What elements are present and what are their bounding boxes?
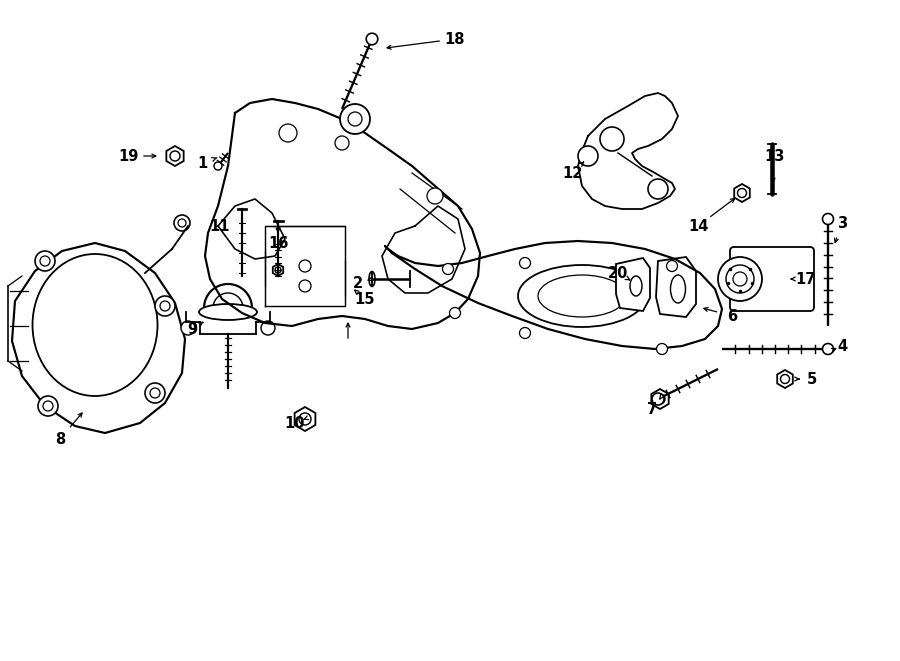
Ellipse shape	[32, 254, 157, 396]
Circle shape	[449, 307, 461, 319]
Circle shape	[181, 321, 195, 335]
Circle shape	[214, 162, 222, 170]
Text: 10: 10	[284, 416, 305, 430]
Polygon shape	[734, 184, 750, 202]
Ellipse shape	[670, 275, 686, 303]
Text: 18: 18	[445, 32, 465, 46]
Circle shape	[427, 188, 443, 204]
Text: 5: 5	[807, 371, 817, 387]
Polygon shape	[656, 257, 696, 317]
FancyBboxPatch shape	[730, 247, 814, 311]
Circle shape	[174, 215, 190, 231]
Circle shape	[519, 327, 530, 338]
Circle shape	[299, 280, 311, 292]
Text: 11: 11	[210, 219, 230, 233]
Circle shape	[718, 257, 762, 301]
Text: 7: 7	[647, 401, 657, 416]
Circle shape	[648, 179, 668, 199]
Text: 16: 16	[268, 235, 288, 251]
Circle shape	[656, 344, 668, 354]
Circle shape	[519, 258, 530, 268]
Ellipse shape	[199, 304, 257, 320]
Polygon shape	[273, 264, 284, 276]
Text: 9: 9	[187, 321, 197, 336]
Circle shape	[335, 136, 349, 150]
Circle shape	[155, 296, 175, 316]
Text: 14: 14	[688, 219, 708, 233]
Circle shape	[279, 124, 297, 142]
Text: 3: 3	[837, 215, 847, 231]
Polygon shape	[12, 243, 185, 433]
Circle shape	[443, 264, 454, 274]
Ellipse shape	[630, 276, 642, 296]
Circle shape	[38, 396, 58, 416]
Circle shape	[145, 383, 165, 403]
Circle shape	[600, 127, 624, 151]
Text: 20: 20	[608, 266, 628, 280]
Polygon shape	[616, 258, 650, 311]
Text: 1: 1	[197, 155, 207, 171]
Polygon shape	[778, 370, 793, 388]
Ellipse shape	[518, 265, 646, 327]
Circle shape	[823, 214, 833, 225]
Circle shape	[652, 393, 664, 405]
Circle shape	[366, 33, 378, 45]
Circle shape	[340, 104, 370, 134]
Text: 15: 15	[355, 292, 375, 307]
Text: 17: 17	[795, 272, 815, 286]
Ellipse shape	[369, 272, 375, 286]
Circle shape	[578, 146, 598, 166]
Circle shape	[299, 260, 311, 272]
Circle shape	[261, 321, 275, 335]
Circle shape	[667, 260, 678, 272]
Polygon shape	[652, 389, 669, 409]
Text: 4: 4	[837, 338, 847, 354]
Text: 8: 8	[55, 432, 65, 446]
Circle shape	[35, 251, 55, 271]
Polygon shape	[166, 146, 184, 166]
Circle shape	[823, 344, 833, 354]
Text: 19: 19	[118, 149, 139, 163]
Text: 13: 13	[765, 149, 785, 163]
Text: 2: 2	[353, 276, 363, 290]
Text: 12: 12	[562, 165, 582, 180]
Polygon shape	[218, 199, 285, 259]
Text: 6: 6	[727, 309, 737, 323]
Polygon shape	[382, 206, 465, 293]
Polygon shape	[294, 407, 315, 431]
